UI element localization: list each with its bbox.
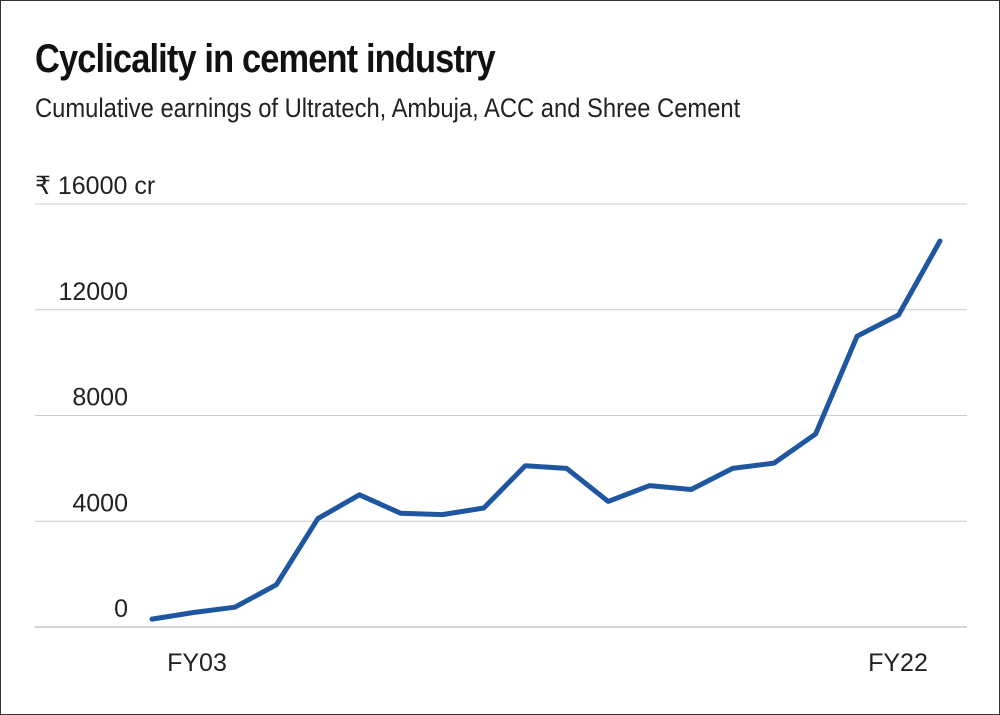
- y-tick-label-12000: 12000: [58, 278, 128, 306]
- chart-title: Cyclicality in cement industry: [35, 37, 496, 81]
- y-tick-label-16000: ₹ 16000 cr: [35, 172, 155, 200]
- y-tick-label-8000: 8000: [72, 384, 128, 412]
- x-tick-label-FY03: FY03: [167, 649, 227, 677]
- y-tick-label-0: 0: [114, 595, 128, 623]
- series-line-0: [149, 238, 943, 622]
- chart-subtitle: Cumulative earnings of Ultratech, Ambuja…: [35, 93, 741, 123]
- y-tick-label-4000: 4000: [72, 489, 128, 517]
- x-tick-label-FY22: FY22: [868, 649, 928, 677]
